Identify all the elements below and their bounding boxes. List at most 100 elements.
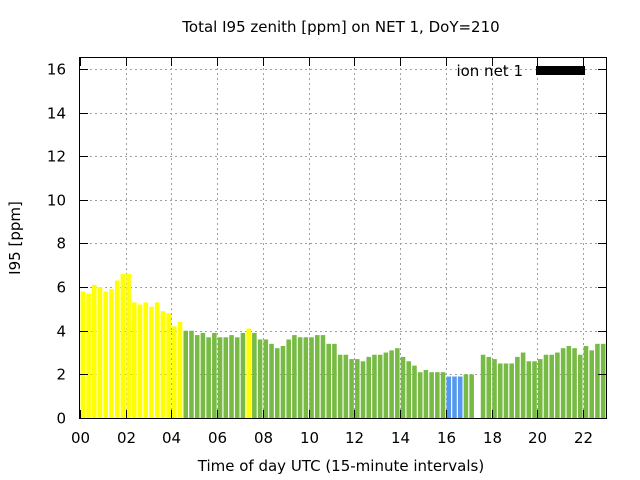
- bar-4: [103, 291, 109, 418]
- bar-61: [429, 372, 434, 418]
- x-tick-label: 22: [574, 429, 593, 447]
- y-tick-label: 16: [47, 61, 66, 79]
- legend-swatch: [536, 66, 585, 75]
- bar-83: [560, 348, 566, 418]
- bar-66: [457, 376, 463, 418]
- bar-33: [269, 343, 274, 418]
- bar-34: [274, 348, 280, 418]
- bar-67: [463, 374, 469, 418]
- y-axis-label: I95 [ppm]: [6, 201, 24, 275]
- bar-51: [372, 354, 377, 418]
- bar-58: [412, 365, 417, 418]
- bar-29: [246, 328, 251, 418]
- bar-0: [80, 291, 86, 418]
- y-tick-label: 2: [56, 366, 66, 384]
- bar-18: [183, 330, 189, 418]
- x-tick-label: 02: [117, 429, 136, 447]
- bar-73: [503, 363, 509, 418]
- bar-72: [497, 363, 503, 418]
- bar-37: [292, 335, 297, 418]
- chart-title: Total I95 zenith [ppm] on NET 1, DoY=210: [181, 18, 499, 36]
- bar-7: [120, 274, 126, 418]
- bar-49: [360, 361, 366, 418]
- bar-50: [366, 356, 372, 418]
- bar-38: [297, 337, 303, 418]
- bar-20: [194, 335, 200, 418]
- bar-71: [492, 359, 497, 418]
- bar-13: [154, 302, 160, 418]
- bar-84: [566, 346, 572, 418]
- bar-39: [303, 337, 309, 418]
- y-tick-label: 4: [56, 323, 66, 341]
- y-tick-label: 12: [47, 148, 66, 166]
- bar-88: [589, 350, 594, 418]
- bar-14: [160, 311, 166, 418]
- bar-26: [229, 335, 234, 418]
- x-axis-ticks: 00 02 04 06 08 10 12 14 16 18 20 22: [71, 58, 593, 447]
- bar-54: [389, 350, 394, 418]
- x-tick-label: 12: [345, 429, 364, 447]
- bar-45: [337, 354, 343, 418]
- legend: ion net 1: [456, 62, 585, 80]
- legend-label: ion net 1: [456, 62, 523, 80]
- x-tick-label: 18: [483, 429, 502, 447]
- bar-1: [86, 293, 91, 418]
- bar-30: [252, 332, 257, 418]
- bar-11: [143, 302, 149, 418]
- bar-25: [223, 337, 229, 418]
- bar-64: [446, 376, 452, 418]
- bar-17: [177, 322, 183, 418]
- bar-59: [417, 372, 423, 418]
- bar-80: [543, 354, 549, 418]
- grid-lines: [80, 58, 606, 418]
- bar-22: [206, 337, 211, 418]
- x-tick-label: 08: [254, 429, 273, 447]
- y-tick-label: 0: [56, 410, 66, 428]
- bar-21: [200, 332, 206, 418]
- bar-41: [314, 335, 320, 418]
- bar-47: [349, 359, 354, 418]
- x-tick-label: 16: [437, 429, 456, 447]
- bar-43: [326, 343, 331, 418]
- x-tick-label: 14: [391, 429, 410, 447]
- x-tick-label: 10: [300, 429, 319, 447]
- x-tick-label: 04: [162, 429, 181, 447]
- bar-77: [526, 361, 532, 418]
- bar-5: [109, 289, 114, 418]
- bar-24: [217, 337, 223, 418]
- bar-60: [423, 370, 429, 418]
- bar-15: [166, 313, 171, 418]
- bar-44: [332, 343, 337, 418]
- x-tick-label: 06: [208, 429, 227, 447]
- bar-46: [343, 354, 349, 418]
- bar-23: [212, 332, 217, 418]
- bar-36: [286, 339, 291, 418]
- bar-28: [240, 332, 246, 418]
- bar-55: [395, 348, 400, 418]
- bar-42: [320, 335, 326, 418]
- bar-16: [172, 326, 177, 418]
- bar-65: [452, 376, 457, 418]
- bar-27: [234, 337, 240, 418]
- bar-8: [126, 274, 131, 418]
- y-tick-label: 6: [56, 279, 66, 297]
- bar-87: [583, 346, 589, 418]
- bar-56: [400, 356, 406, 418]
- bar-78: [532, 361, 537, 418]
- bar-35: [280, 346, 286, 418]
- bar-63: [440, 372, 446, 418]
- bar-53: [383, 352, 389, 418]
- bar-62: [435, 372, 440, 418]
- bar-82: [555, 352, 560, 418]
- bar-79: [537, 359, 543, 418]
- bar-48: [355, 359, 360, 418]
- y-tick-label: 10: [47, 192, 66, 210]
- bar-74: [509, 363, 514, 418]
- x-tick-label: 00: [71, 429, 90, 447]
- plot-frame: [79, 57, 607, 419]
- bar-90: [600, 343, 606, 418]
- bar-9: [132, 302, 137, 418]
- bar-10: [137, 304, 143, 418]
- bar-70: [486, 356, 492, 418]
- bar-86: [577, 354, 583, 418]
